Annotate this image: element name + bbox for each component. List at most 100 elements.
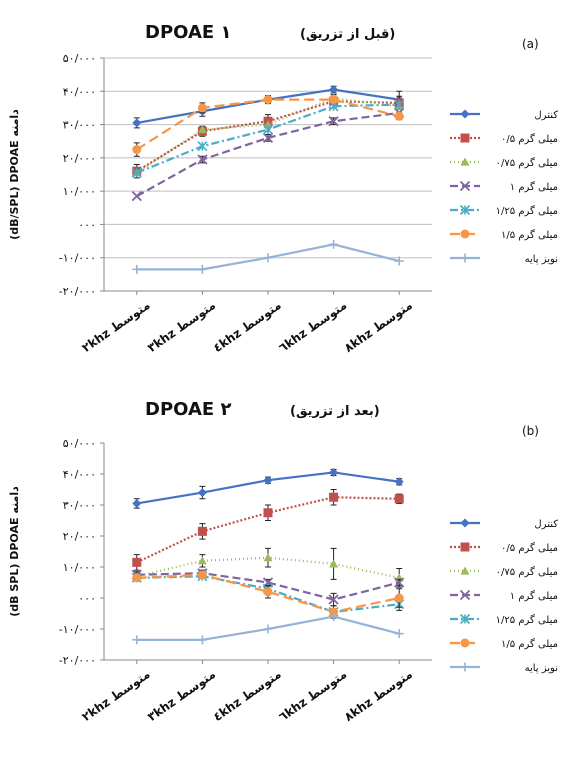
b-series-s05 xyxy=(132,489,404,571)
a-data-point xyxy=(197,141,208,152)
b-series-line xyxy=(136,556,400,579)
chart-panel-b: DPOAE ۲ (بعد از تزریق) (b) -۲۰/۰۰۰ -۱۰/۰۰۰ ۰۰… xyxy=(8,399,558,725)
b-y-tick-label: -۱۰/۰۰۰ xyxy=(59,623,96,636)
b-data-point xyxy=(329,612,339,622)
a-data-point xyxy=(197,264,207,274)
b-data-point xyxy=(329,607,339,617)
b-legend-swatch-marker xyxy=(460,662,470,672)
a-y-tick-label: -۱۰/۰۰۰ xyxy=(59,252,96,265)
a-data-point xyxy=(263,253,273,263)
a-y-tick-label: ۲۰/۰۰۰ xyxy=(63,152,96,165)
a-legend-swatch-marker xyxy=(460,133,470,143)
b-data-point xyxy=(263,475,273,485)
b-y-axis-label: (dB SPL) DPOAE دامنه xyxy=(8,486,21,617)
b-legend-swatch-marker xyxy=(459,589,471,601)
b-y-tick-label: ۱۰/۰۰۰ xyxy=(63,561,96,574)
b-data-point xyxy=(263,587,273,597)
a-y-tick-label: ۴۰/۰۰۰ xyxy=(63,85,96,98)
a-data-point xyxy=(197,125,207,134)
a-data-point xyxy=(329,85,339,95)
chart-panel-a: DPOAE ۱ (قبل از تزریق) (a) -۲۰/۰۰۰ -۱۰/۰۰۰ ۰۰… xyxy=(8,22,558,356)
b-x-tick-label: ۲khz متوسط xyxy=(79,667,153,725)
a-data-point xyxy=(263,120,273,129)
b-y-tick-label: -۲۰/۰۰۰ xyxy=(59,654,96,667)
b-data-point xyxy=(197,526,207,536)
a-legend-swatch-marker xyxy=(460,109,470,119)
a-legend-swatch-marker xyxy=(459,180,471,192)
b-y-tick-label: ۲۰/۰۰۰ xyxy=(63,530,96,543)
a-data-point xyxy=(197,154,208,165)
a-data-point xyxy=(132,118,142,128)
b-data-point xyxy=(263,624,273,634)
b-data-point xyxy=(329,467,339,477)
a-data-point xyxy=(394,256,404,266)
a-data-point xyxy=(131,167,142,178)
b-data-point xyxy=(394,577,405,588)
a-data-point xyxy=(329,239,339,249)
a-data-point xyxy=(394,111,404,121)
a-legend-label: ۱/۵ میلی گرم xyxy=(501,229,558,241)
b-legend-label: کنترل xyxy=(534,519,558,530)
b-data-point xyxy=(197,570,207,580)
a-data-point xyxy=(132,145,142,155)
a-panel-label: (a) xyxy=(522,37,539,51)
b-chart-title: DPOAE ۲ xyxy=(145,399,231,420)
a-y-axis-label: (dB/SPL) DPOAE دامنه xyxy=(8,109,21,240)
a-legend-swatch-marker xyxy=(460,253,470,263)
a-legend-label: ۰/۷۵ میلی گرم xyxy=(496,157,558,169)
a-data-point xyxy=(329,95,339,105)
b-data-point xyxy=(132,498,142,508)
b-legend-label: ۰/۷۵ میلی گرم xyxy=(496,566,558,578)
b-data-point xyxy=(394,477,404,487)
b-data-point xyxy=(132,635,142,645)
a-legend-swatch-marker xyxy=(460,157,470,166)
a-x-tick-label: ٦khz متوسط xyxy=(276,298,350,356)
b-series-noise xyxy=(132,612,404,645)
b-data-point xyxy=(394,593,404,603)
b-legend-label: ۱/۲۵ میلی گرم xyxy=(496,614,558,626)
b-legend-label: ۱/۵ میلی گرم xyxy=(501,638,558,650)
a-legend-label: ۰/۵ میلی گرم xyxy=(501,133,558,145)
b-y-tick-label: ۴۰/۰۰۰ xyxy=(63,468,96,481)
a-x-tick-label: ۲khz متوسط xyxy=(79,298,153,356)
b-data-point xyxy=(197,556,207,565)
b-legend-swatch-marker xyxy=(460,542,470,552)
b-legend-swatch-marker xyxy=(460,518,470,528)
b-data-point xyxy=(132,557,142,567)
a-series-s15 xyxy=(132,95,404,157)
b-x-tick-label: ٤khz متوسط xyxy=(211,667,285,725)
a-series-line xyxy=(136,100,400,173)
b-y-tick-label: ۵۰/۰۰۰ xyxy=(63,437,96,450)
b-series-line xyxy=(136,572,400,601)
b-legend-swatch-marker xyxy=(459,613,471,625)
b-data-point xyxy=(263,553,273,562)
a-legend-swatch-marker xyxy=(460,229,470,239)
b-data-point xyxy=(394,629,404,639)
a-legend-swatch-marker xyxy=(459,204,471,216)
a-data-point xyxy=(197,103,207,113)
b-legend-label: نویز پایه xyxy=(525,663,558,674)
b-data-point xyxy=(197,635,207,645)
a-x-tick-label: ۳khz متوسط xyxy=(145,298,219,356)
a-data-point xyxy=(262,124,274,135)
a-legend-label: ۱/۲۵ میلی گرم xyxy=(496,205,558,217)
b-y-tick-label: ۳۰/۰۰۰ xyxy=(63,499,96,512)
b-data-point xyxy=(328,594,339,605)
b-x-tick-label: ۳khz متوسط xyxy=(145,667,219,725)
a-y-tick-label: ۰۰۰ xyxy=(78,218,96,231)
b-data-point xyxy=(263,508,273,518)
a-series-noise xyxy=(132,239,404,274)
a-y-tick-label: ۱۰/۰۰۰ xyxy=(63,185,96,198)
b-legend-label: ۱ میلی گرم xyxy=(510,590,558,602)
b-legend-label: ۰/۵ میلی گرم xyxy=(501,542,558,554)
a-data-point xyxy=(394,99,405,110)
b-x-tick-label: ۸khz متوسط xyxy=(342,667,416,725)
a-x-tick-label: ٤khz متوسط xyxy=(211,298,285,356)
a-y-tick-label: ۵۰/۰۰۰ xyxy=(63,52,96,65)
b-x-tick-label: ٦khz متوسط xyxy=(276,667,350,725)
a-y-tick-label: ۳۰/۰۰۰ xyxy=(63,119,96,132)
b-legend-swatch-marker xyxy=(460,638,470,648)
a-legend-label: ۱ میلی گرم xyxy=(510,181,558,193)
b-data-point xyxy=(394,494,404,504)
